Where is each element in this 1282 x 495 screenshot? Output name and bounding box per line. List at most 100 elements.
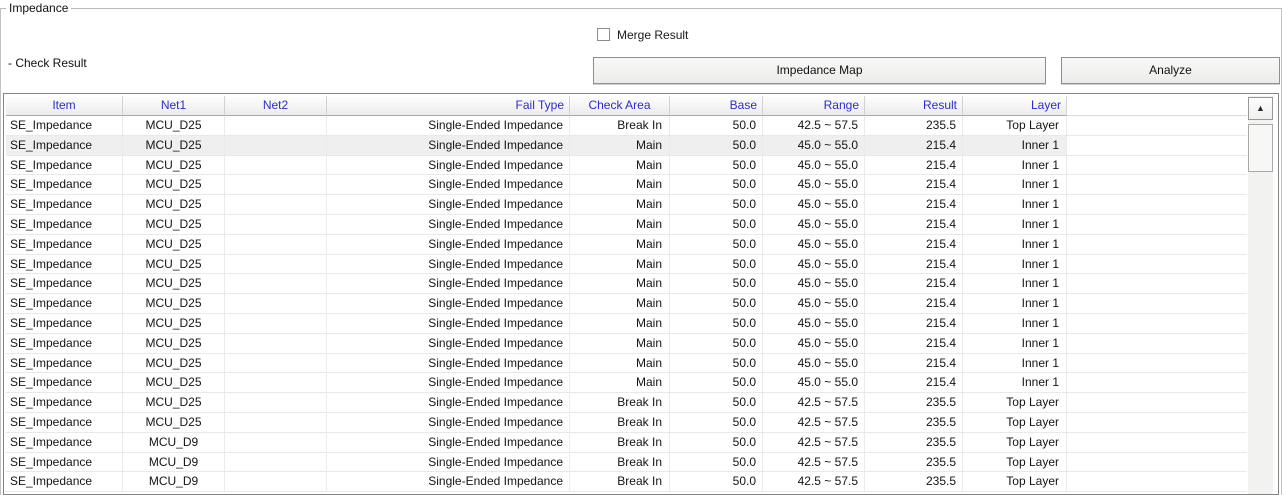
table-row[interactable]: SE_Impedance MCU_D25 Single-Ended Impedanc… — [6, 135, 1247, 156]
cell-check-area: Break In — [570, 412, 670, 432]
table-row[interactable]: SE_Impedance MCU_D25 Single-Ended Impedanc… — [6, 254, 1247, 275]
cell-check-area: Main — [570, 175, 670, 195]
cell-result: 215.4 — [865, 214, 963, 234]
cell-result: 215.4 — [865, 234, 963, 254]
cell-layer: Inner 1 — [963, 373, 1067, 393]
cell-check-area: Main — [570, 373, 670, 393]
table-row[interactable]: SE_Impedance MCU_D25 Single-Ended Impedanc… — [6, 195, 1247, 215]
table-row[interactable]: SE_Impedance MCU_D25 Single-Ended Impedanc… — [6, 333, 1247, 354]
cell-net1: MCU_D25 — [123, 116, 225, 135]
cell-net2 — [225, 135, 327, 155]
cell-base: 50.0 — [670, 313, 763, 333]
row-filler — [1067, 412, 1247, 432]
cell-net1: MCU_D25 — [123, 274, 225, 294]
cell-result: 215.4 — [865, 274, 963, 294]
table-row[interactable]: SE_Impedance MCU_D25 Single-Ended Impedanc… — [6, 175, 1247, 196]
cell-net2 — [225, 313, 327, 333]
column-header-result[interactable]: Result — [865, 96, 963, 116]
cell-check-area: Break In — [570, 116, 670, 135]
cell-base: 50.0 — [670, 353, 763, 373]
table-row[interactable]: SE_Impedance MCU_D9 Single-Ended Impedance… — [6, 472, 1247, 493]
cell-item: SE_Impedance — [6, 214, 123, 234]
cell-fail-type: Single-Ended Impedance — [327, 274, 570, 294]
cell-fail-type: Single-Ended Impedance — [327, 412, 570, 432]
row-filler — [1067, 116, 1247, 135]
groupbox-border-top — [0, 8, 1282, 9]
cell-layer: Inner 1 — [963, 274, 1067, 294]
table-row[interactable]: SE_Impedance MCU_D25 Single-Ended Impedanc… — [6, 234, 1247, 255]
cell-range: 45.0 ~ 55.0 — [763, 214, 865, 234]
cell-net2 — [225, 452, 327, 472]
cell-net2 — [225, 294, 327, 313]
table-row[interactable]: SE_Impedance MCU_D25 Single-Ended Impedanc… — [6, 373, 1247, 394]
table-row[interactable]: SE_Impedance MCU_D9 Single-Ended Impedance… — [6, 452, 1247, 473]
table-row[interactable]: SE_Impedance MCU_D9 Single-Ended Impedance… — [6, 432, 1247, 453]
cell-net1: MCU_D25 — [123, 195, 225, 214]
cell-net1: MCU_D25 — [123, 393, 225, 412]
column-header-net2[interactable]: Net2 — [225, 96, 327, 116]
cell-base: 50.0 — [670, 472, 763, 492]
column-header-check-area[interactable]: Check Area — [570, 96, 670, 116]
cell-range: 42.5 ~ 57.5 — [763, 432, 865, 452]
cell-net1: MCU_D25 — [123, 155, 225, 175]
column-header-net1[interactable]: Net1 — [123, 96, 225, 116]
cell-fail-type: Single-Ended Impedance — [327, 135, 570, 155]
cell-net2 — [225, 254, 327, 274]
merge-result-checkbox[interactable] — [597, 28, 610, 41]
vertical-scrollbar[interactable]: ▲ — [1248, 96, 1273, 494]
cell-check-area: Main — [570, 353, 670, 373]
cell-item: SE_Impedance — [6, 175, 123, 195]
cell-layer: Inner 1 — [963, 155, 1067, 175]
table-row[interactable]: SE_Impedance MCU_D25 Single-Ended Impedanc… — [6, 412, 1247, 433]
cell-net1: MCU_D25 — [123, 234, 225, 254]
cell-result: 235.5 — [865, 452, 963, 472]
cell-result: 235.5 — [865, 472, 963, 492]
cell-item: SE_Impedance — [6, 313, 123, 333]
cell-base: 50.0 — [670, 452, 763, 472]
cell-layer: Top Layer — [963, 452, 1067, 472]
cell-net2 — [225, 234, 327, 254]
cell-net1: MCU_D9 — [123, 432, 225, 452]
cell-range: 45.0 ~ 55.0 — [763, 353, 865, 373]
cell-check-area: Main — [570, 155, 670, 175]
table-header-row: Item Net1 Net2 Fail Type Check Area Base Range… — [6, 96, 1247, 116]
cell-net2 — [225, 274, 327, 294]
table-body: SE_Impedance MCU_D25 Single-Ended Impedanc… — [6, 116, 1247, 494]
row-filler — [1067, 432, 1247, 452]
column-header-item[interactable]: Item — [6, 96, 123, 116]
table-row[interactable]: SE_Impedance MCU_D25 Single-Ended Impedanc… — [6, 274, 1247, 295]
table-row[interactable]: SE_Impedance MCU_D25 Single-Ended Impedanc… — [6, 116, 1247, 136]
cell-layer: Inner 1 — [963, 214, 1067, 234]
cell-check-area: Break In — [570, 452, 670, 472]
merge-result-option[interactable]: Merge Result — [597, 27, 688, 42]
table-row[interactable]: SE_Impedance MCU_D25 Single-Ended Impedanc… — [6, 313, 1247, 334]
impedance-map-button[interactable]: Impedance Map — [593, 57, 1046, 84]
row-filler — [1067, 294, 1247, 313]
cell-layer: Inner 1 — [963, 234, 1067, 254]
cell-net2 — [225, 353, 327, 373]
panel-title: Impedance — [6, 1, 72, 16]
cell-base: 50.0 — [670, 294, 763, 313]
table-row[interactable]: SE_Impedance MCU_D25 Single-Ended Impedanc… — [6, 393, 1247, 413]
cell-check-area: Main — [570, 313, 670, 333]
table-row[interactable]: SE_Impedance MCU_D25 Single-Ended Impedanc… — [6, 155, 1247, 176]
cell-range: 42.5 ~ 57.5 — [763, 412, 865, 432]
column-header-layer[interactable]: Layer — [963, 96, 1067, 116]
column-header-base[interactable]: Base — [670, 96, 763, 116]
cell-result: 235.5 — [865, 412, 963, 432]
cell-result: 215.4 — [865, 155, 963, 175]
table-row[interactable]: SE_Impedance MCU_D25 Single-Ended Impedanc… — [6, 294, 1247, 314]
cell-layer: Top Layer — [963, 472, 1067, 492]
table-row[interactable]: SE_Impedance MCU_D25 Single-Ended Impedanc… — [6, 353, 1247, 374]
scrollbar-thumb[interactable] — [1248, 124, 1273, 172]
column-header-range[interactable]: Range — [763, 96, 865, 116]
cell-result: 215.4 — [865, 313, 963, 333]
table-row[interactable]: SE_Impedance MCU_D25 Single-Ended Impedanc… — [6, 214, 1247, 235]
cell-base: 50.0 — [670, 195, 763, 214]
cell-range: 45.0 ~ 55.0 — [763, 313, 865, 333]
groupbox-border-left — [0, 8, 1, 495]
scroll-up-button[interactable]: ▲ — [1248, 97, 1273, 120]
column-header-fail-type[interactable]: Fail Type — [327, 96, 570, 116]
analyze-button[interactable]: Analyze — [1061, 57, 1280, 84]
cell-net1: MCU_D25 — [123, 254, 225, 274]
